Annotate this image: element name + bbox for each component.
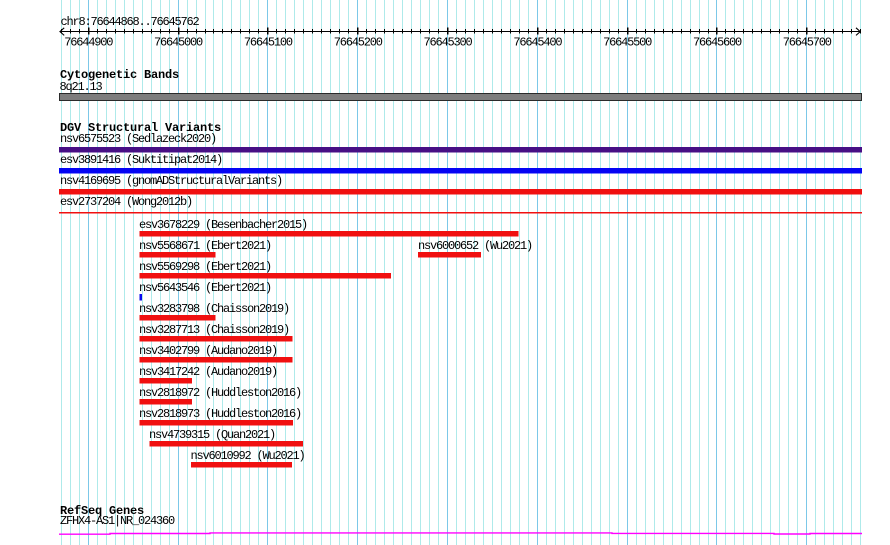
svg-text:76645000: 76645000 [154,36,203,50]
svg-text:RefSeq Genes: RefSeq Genes [60,504,144,518]
svg-text:nsv2818973 (Huddleston2016): nsv2818973 (Huddleston2016) [139,407,301,421]
svg-text:76645400: 76645400 [513,36,562,50]
svg-text:nsv3417242 (Audano2019): nsv3417242 (Audano2019) [139,365,277,379]
svg-text:76645100: 76645100 [244,36,293,50]
svg-text:nsv3402799 (Audano2019): nsv3402799 (Audano2019) [139,344,277,358]
svg-text:76644900: 76644900 [64,36,113,50]
svg-text:esv2737204 (Wong2012b): esv2737204 (Wong2012b) [60,195,192,209]
svg-text:esv3891416 (Suktitipat2014): esv3891416 (Suktitipat2014) [60,153,222,167]
svg-text:nsv3283798 (Chaisson2019): nsv3283798 (Chaisson2019) [139,302,289,316]
svg-text:8q21.13: 8q21.13 [60,80,103,94]
svg-text:ZFHX4-AS1|NR_024360: ZFHX4-AS1|NR_024360 [60,514,175,528]
svg-text:76645600: 76645600 [693,36,742,50]
svg-text:76645200: 76645200 [334,36,383,50]
svg-text:nsv5643546 (Ebert2021): nsv5643546 (Ebert2021) [139,281,271,295]
svg-text:76645700: 76645700 [783,36,832,50]
svg-text:DGV Structural Variants: DGV Structural Variants [60,121,221,135]
svg-text:esv3678229 (Besenbacher2015): esv3678229 (Besenbacher2015) [139,218,307,232]
svg-text:76645500: 76645500 [603,36,652,50]
svg-text:nsv6010992 (Wu2021): nsv6010992 (Wu2021) [191,449,305,463]
svg-text:nsv4739315 (Quan2021): nsv4739315 (Quan2021) [149,428,275,442]
svg-text:chr8:76644868..76645762: chr8:76644868..76645762 [61,15,200,29]
svg-text:nsv5569298 (Ebert2021): nsv5569298 (Ebert2021) [139,260,271,274]
svg-text:nsv6575523 (Sedlazeck2020): nsv6575523 (Sedlazeck2020) [60,132,216,146]
svg-text:nsv6000652 (Wu2021): nsv6000652 (Wu2021) [418,239,532,253]
svg-text:nsv4169695 (gnomADStructuralVa: nsv4169695 (gnomADStructuralVariants) [60,174,282,188]
svg-text:nsv2818972 (Huddleston2016): nsv2818972 (Huddleston2016) [139,386,301,400]
svg-text:nsv3287713 (Chaisson2019): nsv3287713 (Chaisson2019) [139,323,289,337]
svg-text:Cytogenetic Bands: Cytogenetic Bands [60,68,179,82]
svg-text:nsv5568671 (Ebert2021): nsv5568671 (Ebert2021) [139,239,271,253]
svg-text:76645300: 76645300 [424,36,473,50]
